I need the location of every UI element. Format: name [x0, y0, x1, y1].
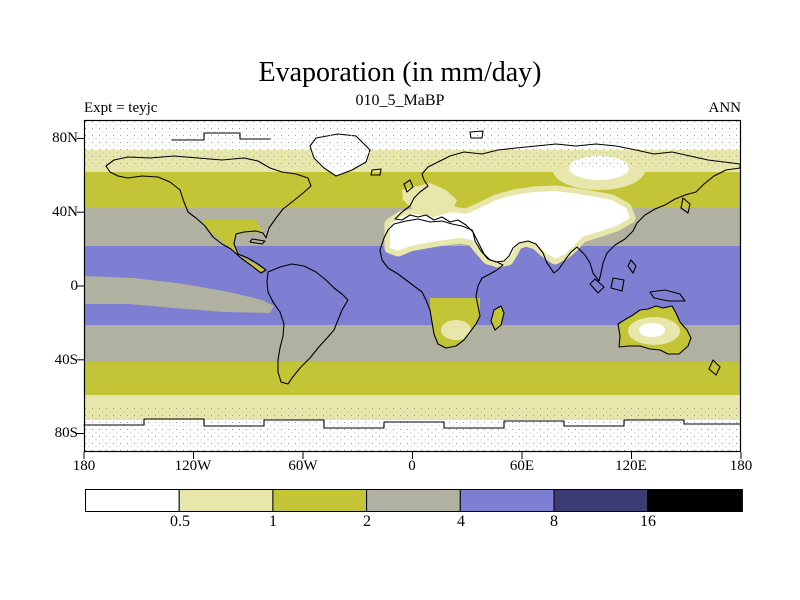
desert-white-core	[390, 191, 630, 262]
new-guinea-coastline	[649, 289, 686, 302]
x-tick-180e: 180	[729, 458, 753, 474]
sumatra-coastline	[589, 278, 605, 294]
x-tick-120e: 120E	[615, 458, 647, 474]
y-tick-40n: 40N	[52, 204, 78, 220]
map-panel	[77, 119, 742, 459]
subtitle: 010_5_MaBP	[355, 92, 445, 109]
page-title: Evaporation (in mm/day)	[258, 57, 542, 88]
evaporation-map	[77, 119, 742, 459]
colorbar-label-0.5: 0.5	[170, 513, 190, 530]
y-tick-40s: 40S	[54, 352, 78, 368]
x-tick-120w: 120W	[174, 458, 212, 474]
x-tick-60e: 60E	[509, 458, 535, 474]
philippines-coastline	[627, 259, 637, 274]
madagascar-coastline	[490, 305, 505, 331]
kalahari-pale-patch	[441, 320, 471, 340]
south-america-coastline	[266, 263, 349, 385]
antarctica-coastline	[83, 418, 741, 429]
colorbar	[85, 489, 743, 518]
north-america-coastline	[105, 155, 312, 274]
colorbar-segment-5	[459, 489, 555, 512]
colorbar-label-2: 2	[363, 513, 371, 530]
eurasia-coastline	[394, 143, 741, 282]
mexico-olive-patch	[202, 220, 265, 272]
stipple-north	[84, 120, 741, 170]
uk-coastline	[403, 179, 414, 193]
borneo-coastline	[610, 277, 625, 292]
colorbar-segment-4	[366, 489, 461, 512]
x-tick-0: 0	[408, 458, 416, 474]
y-tick-80s: 80S	[54, 425, 78, 441]
colorbar-segment-7	[647, 489, 743, 512]
iceland-coastline	[370, 168, 382, 176]
svalbard-coastline	[469, 130, 484, 139]
season-label: ANN	[708, 100, 742, 116]
japan-coastline	[680, 197, 691, 214]
new-zealand-coastline	[708, 359, 721, 376]
x-tick-60w: 60W	[288, 458, 318, 474]
colorbar-segment-3	[272, 489, 368, 512]
x-tick-180w: 180	[72, 458, 96, 474]
stipple-south	[84, 408, 741, 452]
y-tick-eq: 0	[70, 278, 79, 294]
colorbar-label-8: 8	[550, 513, 558, 530]
colorbar-label-1: 1	[269, 513, 277, 530]
australia-coastline	[617, 305, 692, 355]
cuba-coastline	[249, 238, 266, 245]
colorbar-segment-6	[553, 489, 649, 512]
pacific-cold-tongue	[84, 276, 274, 313]
europe-pale-patch	[402, 183, 457, 216]
colorbar-segment-2	[178, 489, 274, 512]
band-austral	[84, 362, 741, 395]
colorbar-label-16: 16	[640, 513, 656, 530]
colorbar-label-4: 4	[457, 513, 465, 530]
australia-white-patch	[639, 323, 665, 337]
y-tick-80n: 80N	[52, 130, 78, 146]
arctic-islands-coastline	[171, 132, 271, 141]
map-frame	[83, 119, 742, 453]
experiment-label: Expt = teyjc	[84, 100, 158, 116]
africa-coastline	[379, 218, 504, 349]
colorbar-segment-1	[85, 489, 180, 512]
